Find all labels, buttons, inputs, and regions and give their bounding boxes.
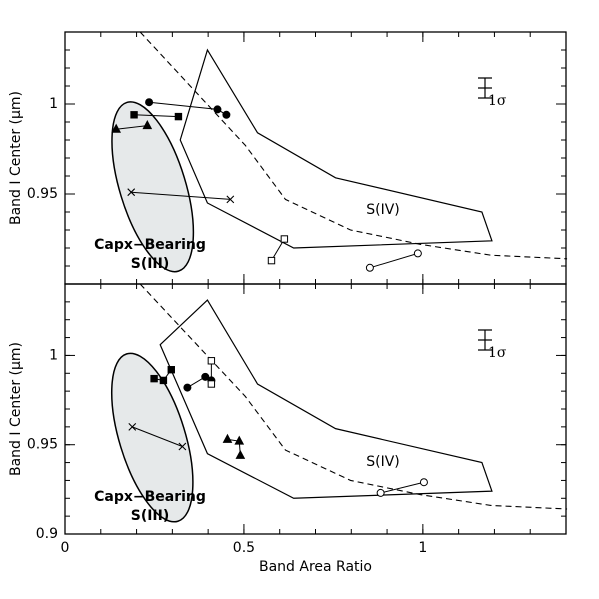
region-label: S(III) [131,508,170,524]
point [280,235,289,243]
x-tick-label: 0.5 [233,540,255,556]
boundary-curve [139,31,568,260]
point [142,120,153,130]
point [111,123,122,133]
y-tick-label: 0.95 [27,437,58,453]
y-tick-label: 1 [49,96,58,112]
siv-region [159,299,493,499]
point [130,111,138,119]
error-label: 1σ [488,345,507,361]
error-label: 1σ [488,93,507,109]
point [207,357,216,365]
error-bar-symbol [478,329,492,351]
error-bar-symbol [478,77,492,99]
point [213,105,222,114]
connector [131,191,231,200]
point [127,188,136,197]
point [222,433,233,443]
point [234,435,245,445]
point [159,376,168,385]
point [235,449,246,459]
x-tick-label: 0 [61,540,70,556]
capx-region [111,101,195,273]
connector [132,426,183,447]
boundary-curve [139,283,568,510]
point [365,263,374,272]
point [174,112,183,121]
point [413,249,422,258]
point [419,478,428,487]
region-label: Capx−Bearing [94,489,206,505]
point [167,366,175,374]
region-label: Capx−Bearing [94,237,206,253]
x-axis-label: Band Area Ratio [259,559,372,575]
x-tick-label: 1 [418,540,427,556]
point [183,383,192,392]
point [128,422,137,431]
point [376,488,385,497]
region-label: S(IV) [366,202,400,218]
point [150,374,158,383]
connector [380,481,425,494]
y-axis-label: Band I Center (μm) [8,91,24,225]
region-label: S(III) [131,256,170,272]
point [207,380,216,388]
connector [116,125,148,130]
point [178,442,187,451]
siv-region [179,48,493,249]
connector [134,114,179,118]
y-tick-label: 1 [49,347,58,363]
region-label: S(IV) [366,454,400,470]
point [222,110,231,119]
connector [369,252,418,269]
point [226,195,235,204]
point [145,98,154,107]
y-axis-label: Band I Center (μm) [8,342,24,476]
y-tick-label: 0.9 [36,526,58,542]
y-tick-label: 0.95 [27,186,58,202]
point [201,372,210,381]
capx-region [110,352,194,523]
point [267,256,276,265]
